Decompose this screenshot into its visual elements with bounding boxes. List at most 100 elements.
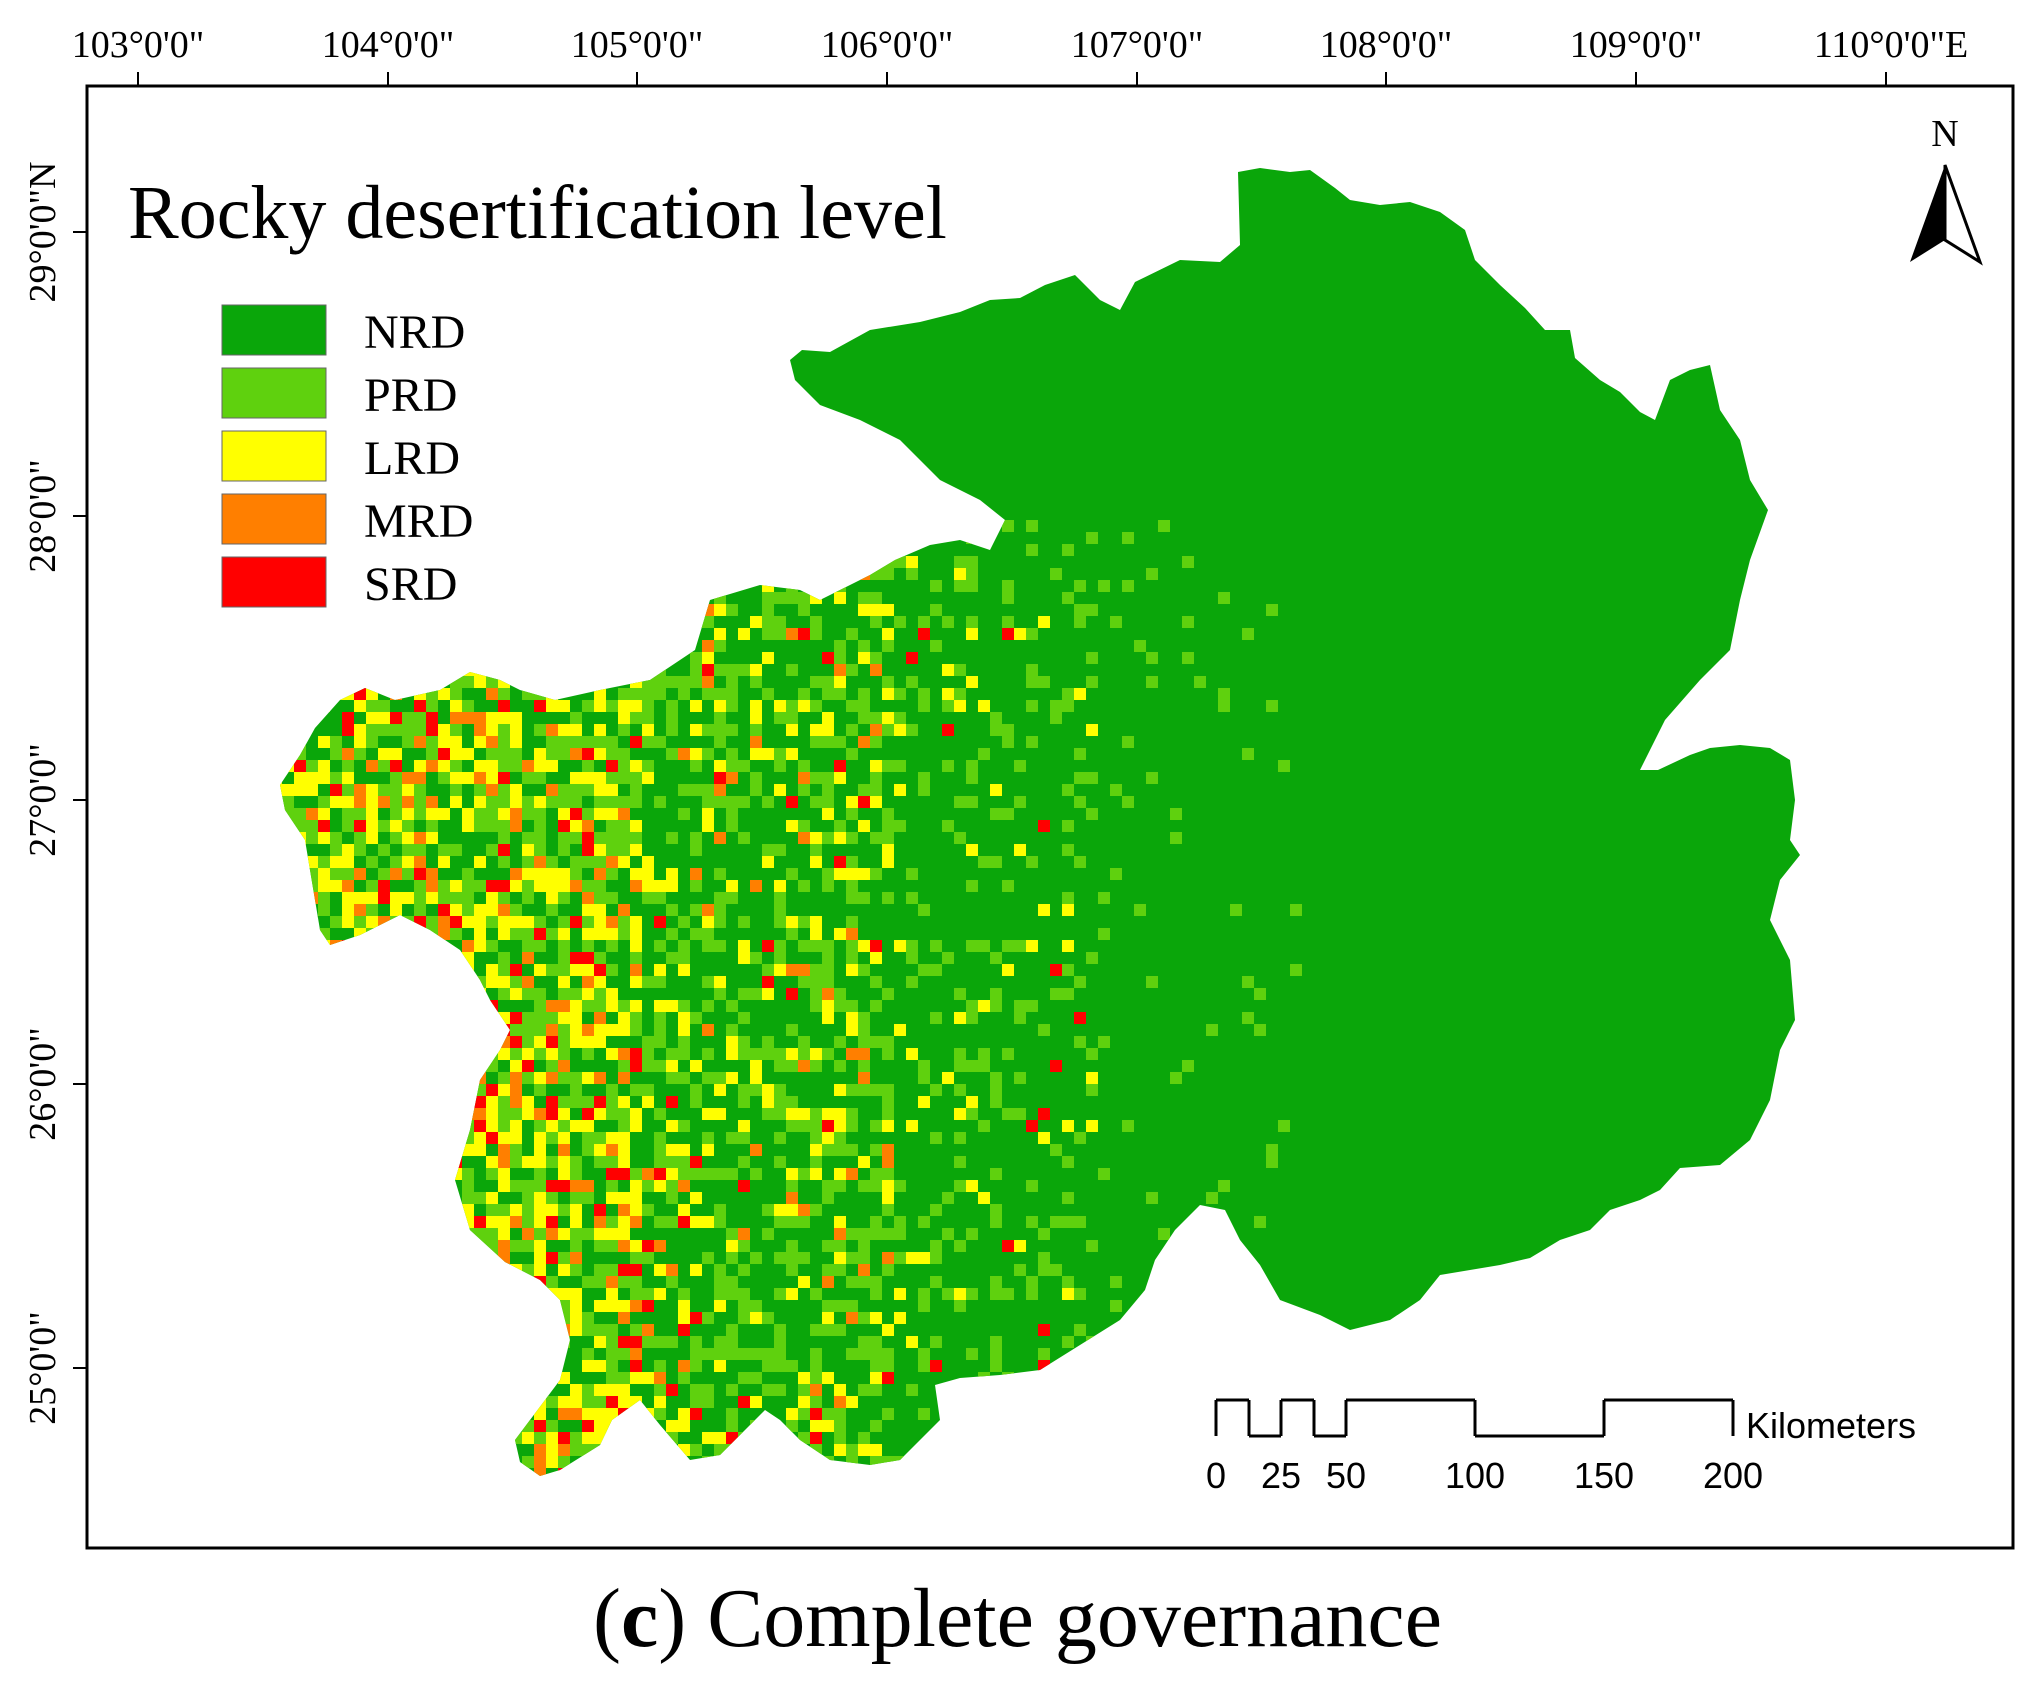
raster-cell: [1062, 784, 1074, 796]
raster-cell: [846, 1300, 858, 1312]
raster-cell: [414, 712, 426, 724]
raster-cell: [426, 892, 438, 904]
raster-cell: [570, 916, 582, 928]
raster-cell: [522, 916, 534, 928]
raster-cell: [318, 772, 330, 784]
raster-cell: [714, 1288, 726, 1300]
raster-cell: [606, 1288, 618, 1300]
raster-cell: [594, 1036, 606, 1048]
raster-cell: [606, 748, 618, 760]
raster-cell: [594, 1228, 606, 1240]
raster-cell: [534, 856, 546, 868]
raster-cell: [594, 1324, 606, 1336]
raster-cell: [762, 1384, 774, 1396]
raster-cell: [798, 976, 810, 988]
raster-cell: [522, 796, 534, 808]
raster-cell: [522, 1204, 534, 1216]
raster-cell: [810, 856, 822, 868]
raster-cell: [618, 928, 630, 940]
raster-cell: [834, 820, 846, 832]
raster-cell: [510, 712, 522, 724]
raster-cell: [306, 832, 318, 844]
raster-cell: [450, 880, 462, 892]
raster-cell: [798, 1060, 810, 1072]
raster-cell: [606, 1408, 618, 1420]
raster-cell: [1062, 1276, 1074, 1288]
raster-cell: [810, 1396, 822, 1408]
raster-cell: [1002, 616, 1014, 628]
raster-cell: [342, 760, 354, 772]
raster-cell: [834, 664, 846, 676]
raster-cell: [630, 1216, 642, 1228]
raster-cell: [666, 1156, 678, 1168]
raster-cell: [654, 880, 666, 892]
raster-cell: [750, 772, 762, 784]
raster-cell: [582, 928, 594, 940]
raster-cell: [474, 1120, 486, 1132]
raster-cell: [390, 832, 402, 844]
raster-cell: [498, 1144, 510, 1156]
raster-cell: [1086, 1048, 1098, 1060]
raster-cell: [738, 1264, 750, 1276]
raster-cell: [618, 1348, 630, 1360]
raster-cell: [1074, 688, 1086, 700]
raster-cell: [414, 760, 426, 772]
raster-cell: [906, 868, 918, 880]
raster-cell: [486, 1120, 498, 1132]
raster-cell: [606, 772, 618, 784]
raster-cell: [522, 1240, 534, 1252]
raster-cell: [786, 868, 798, 880]
raster-cell: [630, 1168, 642, 1180]
raster-cell: [870, 952, 882, 964]
raster-cell: [990, 1000, 1002, 1012]
raster-cell: [510, 1120, 522, 1132]
raster-cell: [1086, 1120, 1098, 1132]
raster-cell: [570, 868, 582, 880]
raster-cell: [498, 736, 510, 748]
raster-cell: [822, 652, 834, 664]
raster-cell: [426, 736, 438, 748]
raster-cell: [462, 748, 474, 760]
raster-cell: [822, 724, 834, 736]
raster-cell: [534, 1468, 546, 1476]
raster-cell: [690, 1408, 702, 1420]
raster-cell: [834, 1168, 846, 1180]
raster-cell: [846, 1276, 858, 1288]
raster-cell: [930, 580, 942, 592]
raster-cell: [666, 1264, 678, 1276]
raster-cell: [522, 892, 534, 904]
raster-cell: [510, 1048, 522, 1060]
raster-cell: [810, 700, 822, 712]
raster-cell: [534, 1444, 546, 1456]
raster-cell: [738, 1348, 750, 1360]
raster-cell: [1014, 796, 1026, 808]
raster-cell: [534, 1228, 546, 1240]
raster-cell: [1050, 712, 1062, 724]
raster-cell: [834, 1396, 846, 1408]
raster-cell: [654, 1156, 666, 1168]
raster-cell: [810, 832, 822, 844]
raster-cell: [378, 700, 390, 712]
raster-cell: [558, 1096, 570, 1108]
raster-cell: [774, 712, 786, 724]
raster-cell: [654, 1216, 666, 1228]
raster-cell: [558, 1036, 570, 1048]
raster-cell: [534, 1144, 546, 1156]
raster-cell: [834, 988, 846, 1000]
raster-cell: [378, 760, 390, 772]
raster-cell: [966, 844, 978, 856]
raster-cell: [702, 1312, 714, 1324]
raster-cell: [570, 724, 582, 736]
raster-cell: [558, 988, 570, 1000]
raster-cell: [810, 1156, 822, 1168]
raster-cell: [690, 1012, 702, 1024]
raster-cell: [714, 736, 726, 748]
raster-cell: [978, 1120, 990, 1132]
raster-cell: [1218, 700, 1230, 712]
raster-cell: [570, 1264, 582, 1276]
raster-cell: [486, 880, 498, 892]
raster-cell: [618, 748, 630, 760]
raster-cell: [306, 760, 318, 772]
raster-cell: [318, 832, 330, 844]
raster-cell: [1146, 676, 1158, 688]
